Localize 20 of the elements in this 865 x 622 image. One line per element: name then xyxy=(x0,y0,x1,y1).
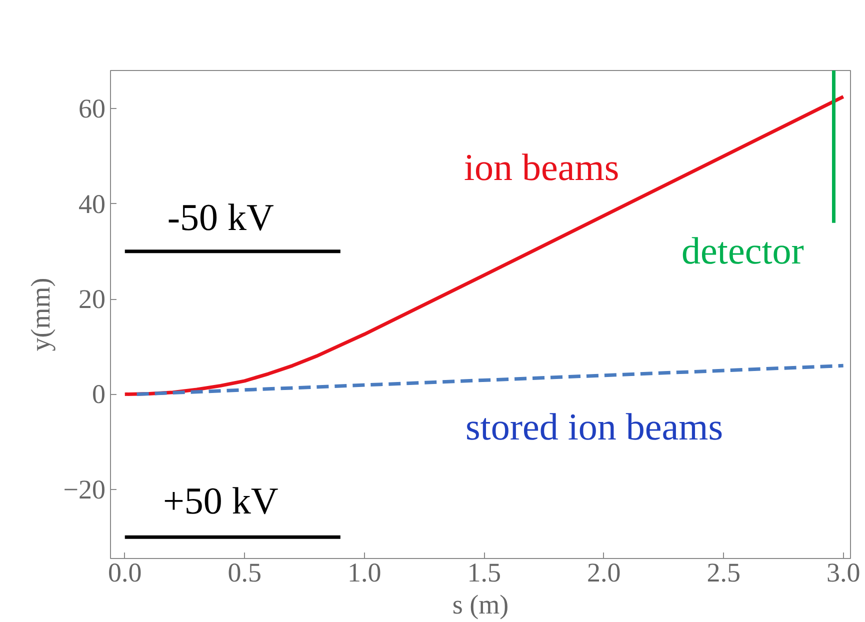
series-label: detector xyxy=(682,230,804,272)
y-tick-label: 20 xyxy=(78,284,106,314)
y-tick-label: 40 xyxy=(78,188,106,219)
x-tick-label: 1.0 xyxy=(347,558,382,588)
series-label: ion beams xyxy=(464,147,620,190)
x-tick-label: 3.0 xyxy=(826,558,860,588)
series-label: stored ion beams xyxy=(466,406,724,449)
y-tick-label: 60 xyxy=(78,94,106,124)
y-tick-label: −20 xyxy=(63,474,106,504)
y-tick-label: 0 xyxy=(92,379,106,410)
x-axis-title: s (m) xyxy=(452,590,509,620)
x-tick-label: 2.0 xyxy=(586,558,621,588)
x-tick-label: 0.0 xyxy=(108,558,142,588)
y-axis-title: y(mm) xyxy=(25,278,56,352)
x-tick-label: 0.5 xyxy=(228,558,262,588)
line-series xyxy=(123,94,846,396)
series-label: +50 kV xyxy=(162,480,279,522)
x-tick-label: 1.5 xyxy=(467,558,501,588)
x-tick-label: 2.5 xyxy=(706,558,740,588)
series-label: -50 kV xyxy=(167,197,275,240)
